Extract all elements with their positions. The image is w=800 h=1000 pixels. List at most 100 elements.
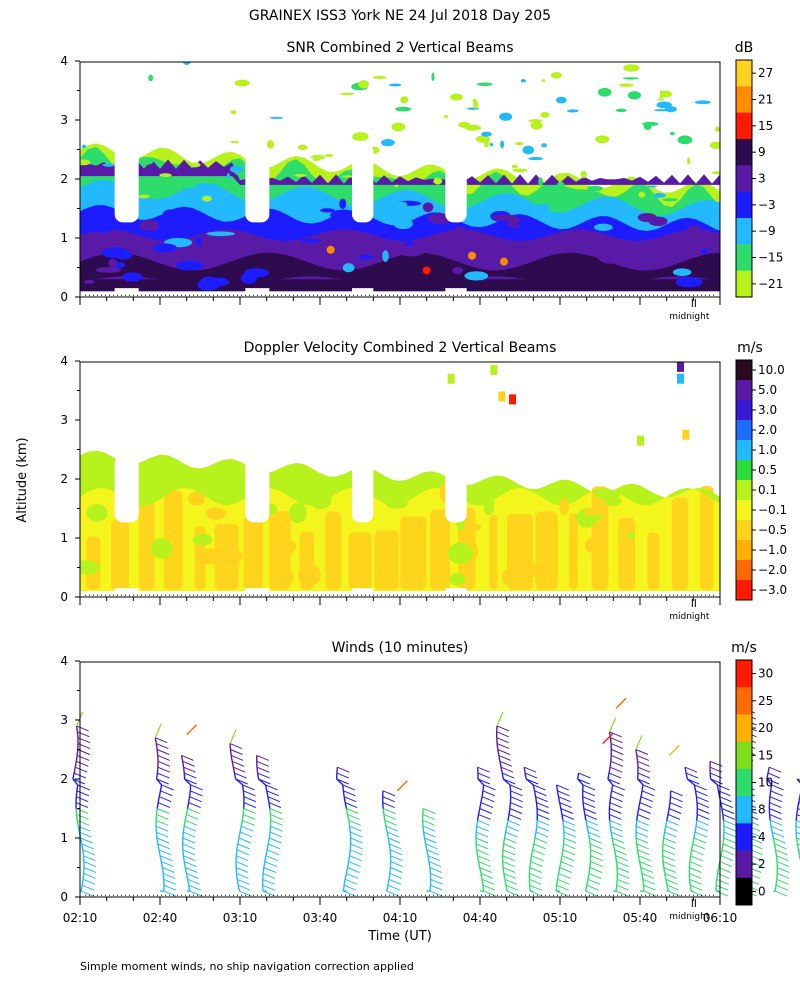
- wind-barb: [183, 766, 196, 773]
- wind-barb: [243, 790, 256, 797]
- time-axis: 02:10 02:40 03:10 03:40 04:10 04:40 05:10 05:40…: [63, 911, 738, 925]
- wind-barb: [636, 754, 650, 761]
- snr-speckle: [382, 250, 389, 262]
- snr-speckle: [297, 144, 308, 151]
- wind-staff: [557, 796, 561, 803]
- wind-staff: [238, 831, 241, 839]
- wind-staff: [796, 802, 800, 809]
- wind-barb: [75, 808, 89, 814]
- wind-barb: [270, 819, 283, 826]
- wind-staff: [637, 855, 641, 862]
- snr-panel: SNR Combined 2 Vertical Beams 0 1 2 3 4 midni…: [60, 40, 783, 322]
- snr-speckle: [230, 140, 240, 144]
- doppler-cell: [559, 498, 569, 516]
- wind-barb: [557, 878, 570, 885]
- wind-barb: [563, 843, 576, 850]
- wind-staff: [428, 861, 431, 868]
- wind-staff: [182, 767, 185, 774]
- wind-barb: [229, 743, 243, 750]
- snr-speckle: [587, 185, 603, 192]
- wind-barb: [524, 766, 537, 773]
- wind-staff: [666, 814, 669, 821]
- snr-speckle: [709, 141, 720, 149]
- snr-hotspot: [500, 257, 508, 266]
- snr-speckle: [481, 131, 492, 137]
- wind-staff: [560, 808, 563, 815]
- wind-barb: [505, 884, 519, 891]
- wind-staff: [386, 831, 390, 839]
- doppler-downdraft: [489, 514, 498, 590]
- colorbar-swatch: [736, 60, 752, 87]
- colorbar-label: 1.0: [758, 443, 777, 457]
- colorbar-label: 0.1: [758, 483, 777, 497]
- doppler-cell: [483, 493, 495, 516]
- wind-barb: [776, 861, 790, 868]
- doppler-downdraft: [647, 532, 660, 590]
- data-gap: [245, 288, 270, 297]
- snr-speckle: [619, 83, 634, 87]
- wind-barb: [429, 867, 443, 873]
- wind-barb: [775, 849, 788, 856]
- wind-barb: [422, 813, 435, 820]
- wind-barb: [612, 784, 625, 791]
- colorbar-swatch: [736, 687, 752, 715]
- wind-barb: [503, 778, 516, 785]
- snr-speckle: [672, 268, 692, 276]
- wind-barb: [337, 766, 350, 773]
- wind-staff: [383, 814, 386, 821]
- wind-staff: [507, 814, 510, 821]
- snr-speckle: [209, 183, 218, 190]
- wind-barb: [343, 796, 357, 803]
- wind-barb: [696, 819, 709, 826]
- wind-barb: [350, 849, 363, 856]
- colorbar-label: 4: [758, 830, 766, 844]
- wind-staff: [342, 885, 345, 892]
- wind-barb: [184, 778, 197, 785]
- doppler-downdraft: [348, 532, 372, 590]
- snr-speckle: [641, 121, 659, 126]
- colorbar-swatch: [736, 560, 752, 581]
- wind-barb: [270, 825, 283, 832]
- doppler-echo: [637, 435, 644, 446]
- wind-staff: [535, 826, 538, 833]
- wind-barb: [690, 884, 703, 891]
- data-gap: [352, 143, 374, 223]
- doppler-downdraft: [400, 516, 427, 590]
- snr-speckle: [240, 272, 258, 284]
- wind-barb: [562, 819, 576, 826]
- snr-speckle: [139, 219, 160, 232]
- wind-barb: [775, 884, 789, 891]
- wind-barb: [716, 884, 729, 891]
- wind-barb: [262, 884, 275, 891]
- wind-barb: [498, 754, 511, 761]
- wind-staff: [475, 826, 478, 833]
- wind-barb: [718, 867, 731, 873]
- wind-barb: [155, 819, 169, 826]
- wind-barb: [382, 808, 396, 814]
- wind-staff: [716, 867, 720, 874]
- data-gap: [445, 288, 467, 297]
- colorbar-swatch: [736, 400, 752, 421]
- wind-barb: [589, 837, 602, 844]
- wind-barb: [349, 825, 362, 832]
- wind-staff: [775, 855, 778, 862]
- wind-staff: [498, 755, 501, 762]
- wind-barb: [157, 843, 171, 850]
- doppler-upper-layer: [80, 450, 720, 506]
- wind-barb: [664, 872, 677, 879]
- colorbar-swatch: [736, 460, 752, 481]
- wind-barb: [510, 802, 523, 809]
- wind-barb: [184, 772, 197, 779]
- wind-staff: [382, 808, 385, 815]
- wind-barb: [668, 890, 681, 897]
- wind-barb: [534, 790, 547, 797]
- wind-barb: [156, 743, 169, 750]
- wind-barb: [270, 813, 283, 820]
- wind-staff: [722, 814, 725, 821]
- snr-panel-title: SNR Combined 2 Vertical Beams: [286, 40, 513, 56]
- wind-barb: [269, 831, 283, 838]
- wind-barb: [75, 766, 88, 773]
- y-tick-label: 2: [60, 772, 68, 786]
- wind-staff: [769, 790, 772, 797]
- wind-barb: [236, 849, 250, 856]
